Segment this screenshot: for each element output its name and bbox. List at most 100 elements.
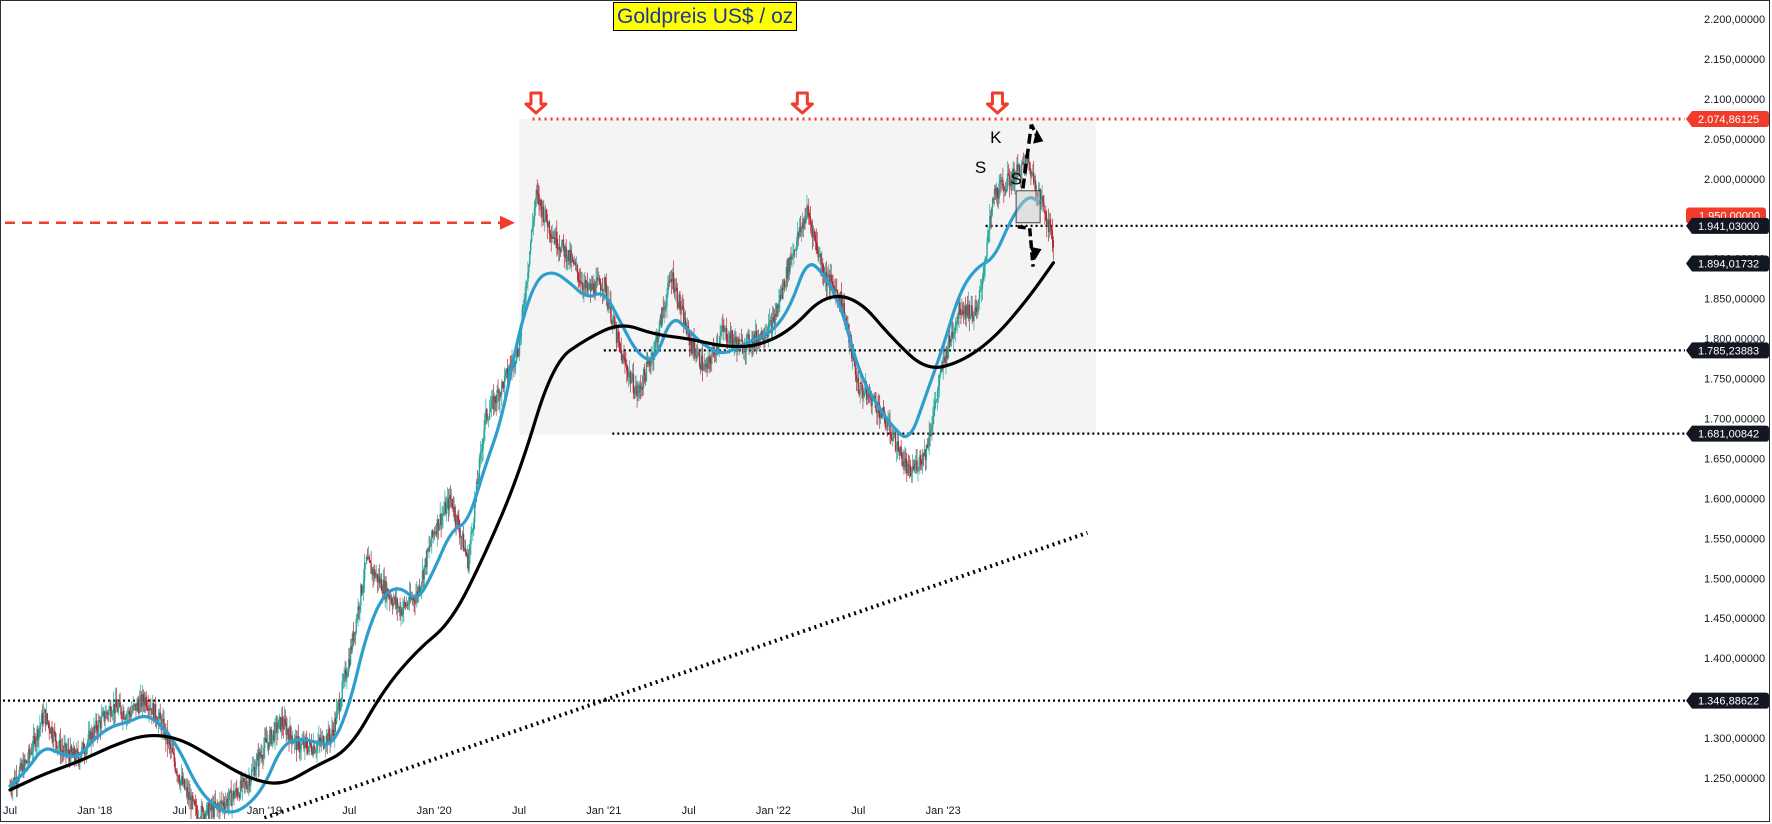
candle <box>934 391 936 417</box>
candle <box>267 742 270 756</box>
candle-body <box>169 743 172 749</box>
candle <box>705 357 707 373</box>
candle <box>592 274 594 295</box>
candle <box>911 454 914 483</box>
y-tick-label: 1.550,00000 <box>1704 533 1765 545</box>
candle <box>118 694 120 709</box>
candle <box>45 702 48 727</box>
candle-body <box>434 531 437 534</box>
candle-body <box>571 256 573 264</box>
candle <box>487 413 489 423</box>
candle <box>735 331 737 345</box>
candle <box>339 698 342 713</box>
candle-body <box>353 631 356 642</box>
candle <box>1007 163 1010 176</box>
candle-body <box>1014 181 1016 184</box>
candle <box>35 736 37 756</box>
candle-body <box>278 719 280 729</box>
price-tag-background[interactable] <box>1686 217 1769 234</box>
moving-average-fast-line[interactable] <box>8 196 1042 814</box>
price-tag-background[interactable] <box>1686 255 1769 272</box>
candle-body <box>775 314 777 317</box>
candle <box>346 667 348 690</box>
candle <box>540 197 542 218</box>
candle-body <box>416 591 418 597</box>
candle <box>278 719 280 729</box>
candle <box>281 706 284 736</box>
candle-body <box>224 803 227 810</box>
candle-body <box>413 597 415 602</box>
candle-body <box>665 306 667 309</box>
candle <box>55 732 57 753</box>
pattern-label: S <box>1010 169 1021 188</box>
candle <box>604 276 607 293</box>
candle <box>662 296 664 319</box>
candle <box>727 330 730 345</box>
candle-body <box>369 560 371 563</box>
candle <box>536 179 538 204</box>
candle-body <box>636 385 638 396</box>
candle-body <box>677 302 679 308</box>
candle-body <box>866 393 869 400</box>
candle <box>1004 186 1006 197</box>
candle-body <box>886 426 888 427</box>
candle-body <box>460 537 463 539</box>
candle-body <box>704 365 706 367</box>
candle <box>829 263 831 301</box>
candle-body <box>896 441 899 451</box>
candle-body <box>493 396 496 410</box>
candle-body <box>228 791 230 801</box>
candle <box>786 258 789 288</box>
candle <box>623 344 625 362</box>
candle <box>405 596 408 609</box>
trendline[interactable] <box>263 530 1089 819</box>
candle <box>357 598 359 627</box>
candle <box>695 347 697 364</box>
candle <box>1009 171 1012 190</box>
candle-body <box>659 315 662 322</box>
candle-body <box>697 351 700 353</box>
candle-body <box>1043 203 1045 212</box>
candle <box>876 409 878 425</box>
candle <box>582 282 584 299</box>
candle <box>650 347 652 375</box>
candle-body <box>558 246 560 250</box>
candle <box>1018 162 1020 177</box>
candle <box>783 278 786 293</box>
price-tag-background[interactable] <box>1686 110 1769 127</box>
price-tag-background[interactable] <box>1686 692 1769 709</box>
candle-body <box>147 707 149 711</box>
candle <box>596 267 598 289</box>
candle-body <box>608 306 610 310</box>
candle <box>460 527 462 551</box>
price-tag-background[interactable] <box>1686 342 1769 359</box>
peak-arrow-icon <box>790 91 814 115</box>
candle-body <box>773 317 775 324</box>
candle <box>71 747 74 756</box>
candle <box>816 231 818 254</box>
candle <box>1043 194 1045 213</box>
candle <box>525 279 527 304</box>
candle-body <box>1052 239 1054 248</box>
x-tick-label: Jan '23 <box>926 805 961 817</box>
candle <box>365 554 368 565</box>
candle <box>680 301 682 323</box>
candle <box>292 730 294 746</box>
candle-body <box>970 305 972 316</box>
moving-average-slow-line[interactable] <box>8 261 1056 792</box>
candle <box>359 604 361 622</box>
candle-body <box>376 574 379 583</box>
y-tick-label: 1.700,00000 <box>1704 413 1765 425</box>
candle <box>605 273 607 307</box>
candle-body <box>564 246 566 257</box>
price-tag-background[interactable] <box>1686 425 1769 442</box>
candle-body <box>456 515 458 525</box>
candle-body <box>478 458 481 479</box>
candle <box>530 228 533 244</box>
candle <box>697 347 700 357</box>
candle-body <box>992 198 995 200</box>
candle-body <box>216 803 218 807</box>
candle <box>659 313 662 328</box>
candle-body <box>516 348 518 361</box>
